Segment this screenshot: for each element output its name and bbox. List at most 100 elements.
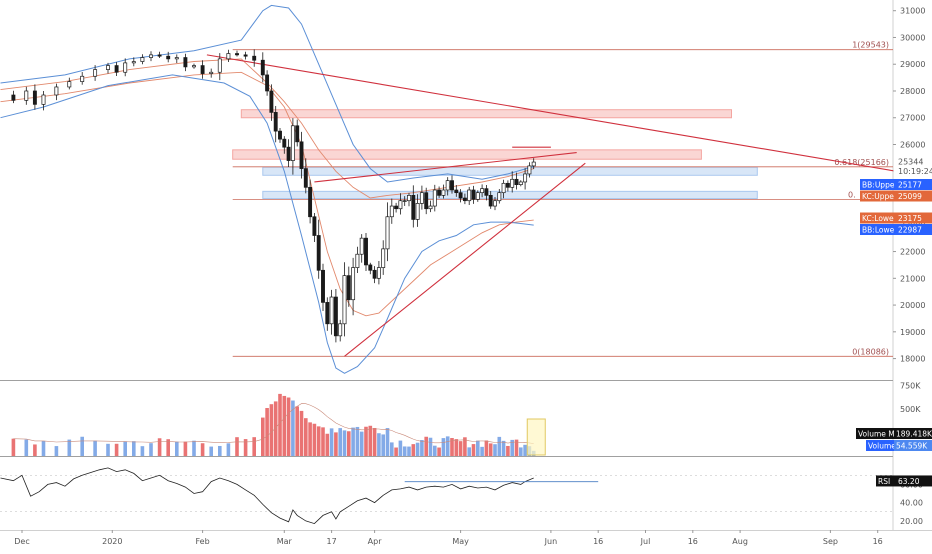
volume-bar-47 xyxy=(200,443,205,456)
tag-bb-upper-value: 25177 xyxy=(898,181,922,190)
date-tick-1: 2020 xyxy=(102,537,122,546)
rsi-tag: RSI 63.20 xyxy=(876,475,932,487)
volume-bar-96 xyxy=(411,444,416,456)
candle-body-73 xyxy=(312,216,317,236)
volume-bar-104 xyxy=(445,436,450,456)
date-tick-7: Jun xyxy=(544,537,558,546)
volume-bar-65 xyxy=(278,393,282,456)
candle-body-16 xyxy=(67,81,72,88)
volume-bar-69 xyxy=(295,406,299,456)
volume-value-bg xyxy=(894,440,932,451)
tag-kc-upper-label-bg xyxy=(860,190,894,202)
volume-value: 54.559K xyxy=(896,442,928,451)
zone-0 xyxy=(240,109,733,119)
volume-highlight-box xyxy=(526,418,546,456)
volume-bar-82 xyxy=(351,427,355,456)
volume-ma-line xyxy=(13,403,534,444)
trendlines[interactable] xyxy=(206,54,913,357)
price-tick-29000: 29000 xyxy=(900,60,925,69)
volume-bar-116 xyxy=(497,436,502,456)
candle-body-65 xyxy=(278,130,282,140)
volume-bar-95 xyxy=(407,446,411,456)
candle-body-75 xyxy=(321,269,325,303)
candle-body-98 xyxy=(419,192,424,204)
candle-body-115 xyxy=(493,200,497,207)
candle-body-74 xyxy=(316,235,321,271)
candle-body-89 xyxy=(381,248,386,268)
volume-ma-value: 189.418K xyxy=(896,430,932,439)
volume-bar-109 xyxy=(467,447,471,456)
date-tick-2: Feb xyxy=(196,537,210,546)
tag-bb-lower: BB:Lower 22987 xyxy=(860,224,932,235)
tag-kc-lower-value-bg xyxy=(894,212,932,224)
date-tick-13: 16 xyxy=(873,537,883,546)
candle-body-25 xyxy=(106,65,110,70)
date-tick-11: Aug xyxy=(732,537,748,546)
candle-body-111 xyxy=(475,192,480,200)
candle-body-123 xyxy=(527,165,532,175)
volume-bar-112 xyxy=(480,446,484,456)
candle-body-43 xyxy=(183,57,188,68)
volume-bar-73 xyxy=(312,423,317,456)
date-tick-6: May xyxy=(452,537,469,546)
candle-body-33 xyxy=(140,57,145,62)
volume-bar-64 xyxy=(273,401,278,456)
candle-body-95 xyxy=(407,195,411,202)
rsi-pane xyxy=(0,467,893,525)
volume-bar-63 xyxy=(269,404,274,456)
price-tick-27000: 27000 xyxy=(900,114,925,123)
fib-levels: 1(29543) 0.618(25166) 0(18086) 0. xyxy=(232,41,893,357)
volume-bar-59 xyxy=(252,437,256,456)
candle-body-121 xyxy=(518,181,523,185)
candle-body-27 xyxy=(114,65,119,73)
candle-body-77 xyxy=(329,296,334,325)
volume-bar-108 xyxy=(463,437,467,456)
candle-body-105 xyxy=(450,180,454,191)
volume-bar-13 xyxy=(54,446,59,456)
candle-body-69 xyxy=(295,125,300,143)
tag-kc-upper-value-bg xyxy=(894,190,932,202)
price-tick-20000: 20000 xyxy=(900,301,925,310)
rsi-tick-2: 20.00 xyxy=(900,517,923,526)
tag-kc-lower: KC:Lower 23175 xyxy=(860,212,932,224)
tag-kc-lower-value: 23175 xyxy=(898,214,922,223)
rsi-value-bg xyxy=(894,475,932,487)
price-tick-22000: 22000 xyxy=(900,248,925,257)
candle-body-67 xyxy=(286,146,291,161)
fib-label-2: 0(18086) xyxy=(852,347,889,356)
fib-label-partial: 0. xyxy=(848,190,856,199)
volume-bar-102 xyxy=(437,447,441,456)
candle-body-93 xyxy=(398,200,403,210)
countdown-timer: 10:19:24 xyxy=(898,167,932,176)
time-axis[interactable]: Dec 2020 Feb Mar 17 Apr May Jun 16 Jul 16 Aug Sep 16 xyxy=(14,530,883,546)
volume-bar-86 xyxy=(368,425,373,456)
tag-kc-upper-label: KC:Upper xyxy=(862,192,898,201)
volume-bar-37 xyxy=(157,438,162,456)
volume-bar-72 xyxy=(308,422,312,456)
volume-bar-25 xyxy=(106,443,110,456)
volume-bar-79 xyxy=(338,428,342,456)
volume-tag: Volume 54.559K xyxy=(866,440,932,451)
candle-body-114 xyxy=(488,195,493,207)
tag-bb-lower-label: BB:Lower xyxy=(862,226,898,235)
candle-body-110 xyxy=(471,189,476,200)
candle-body-116 xyxy=(497,192,502,202)
volume-bar-75 xyxy=(321,427,325,456)
candle-body-19 xyxy=(80,75,85,82)
trendline-0 xyxy=(206,54,913,175)
tag-bb-upper: BB:Upper 25177 xyxy=(860,179,932,190)
trendline-2 xyxy=(314,151,577,183)
candle-body-86 xyxy=(368,264,373,271)
volume-bar-87 xyxy=(372,427,377,456)
candle-body-106 xyxy=(454,189,459,194)
zone-3 xyxy=(262,190,758,200)
volume-label: Volume xyxy=(868,442,896,451)
volume-bars xyxy=(11,393,546,456)
volume-bar-51 xyxy=(218,445,222,456)
candle-body-103 xyxy=(441,189,446,196)
